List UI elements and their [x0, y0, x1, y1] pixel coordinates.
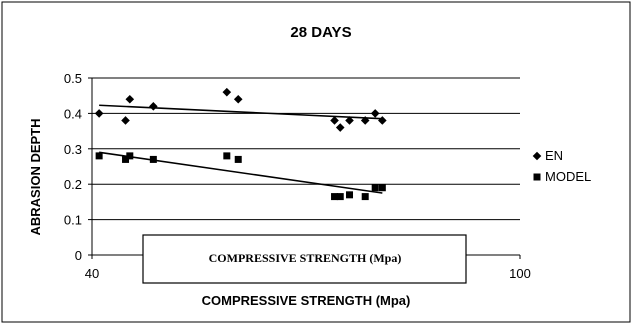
y-tick-label: 0	[75, 248, 82, 263]
annotation-frame	[142, 234, 467, 284]
point-en	[125, 94, 135, 104]
legend-marker-model	[533, 173, 541, 181]
point-en	[370, 109, 380, 118]
x-tick-label: 100	[509, 266, 531, 281]
y-tick-labels: 0 0.1 0.2 0.3 0.4 0.5	[64, 71, 92, 263]
annotation-box: COMPRESSIVE STRENGTH (Mpa)	[142, 234, 467, 284]
point-model	[223, 152, 231, 160]
legend-label-en: EN	[545, 148, 563, 163]
point-model	[149, 155, 157, 163]
point-en	[330, 116, 339, 125]
point-en	[121, 116, 130, 125]
point-model	[346, 191, 354, 199]
trendline-en	[99, 104, 383, 120]
point-model	[122, 155, 130, 163]
point-model	[336, 193, 344, 201]
point-model	[361, 193, 369, 201]
point-model	[95, 152, 103, 160]
point-en	[335, 123, 345, 132]
point-en	[360, 116, 370, 125]
point-model	[234, 155, 242, 163]
point-model	[126, 152, 134, 160]
x-axis-label: COMPRESSIVE STRENGTH (Mpa)	[202, 293, 411, 308]
y-tick-label: 0.4	[64, 106, 82, 121]
data-markers	[94, 87, 387, 201]
point-en	[149, 102, 158, 111]
x-tick-label: 40	[85, 266, 99, 281]
point-model	[371, 184, 379, 192]
point-model	[378, 184, 386, 192]
legend-marker-en	[532, 151, 542, 161]
y-tick-label: 0.5	[64, 71, 82, 86]
trendline-model	[99, 151, 383, 194]
annotation-text: COMPRESSIVE STRENGTH (Mpa)	[209, 251, 402, 265]
legend-label-model: MODEL	[545, 169, 591, 184]
y-axis-label: ABRASION DEPTH	[28, 118, 43, 235]
trendlines	[99, 104, 383, 194]
x-tick-labels: 40 100	[85, 255, 531, 281]
point-en	[378, 116, 387, 125]
point-en	[233, 94, 243, 104]
y-tick-label: 0.1	[64, 213, 82, 228]
point-en	[94, 109, 104, 118]
point-model	[331, 193, 339, 201]
chart-title: 28 DAYS	[290, 24, 351, 41]
point-en	[345, 116, 354, 125]
y-tick-label: 0.3	[64, 142, 82, 157]
y-tick-label: 0.2	[64, 177, 82, 192]
point-en	[222, 87, 232, 97]
grid	[92, 77, 520, 221]
legend: EN MODEL	[532, 148, 591, 184]
